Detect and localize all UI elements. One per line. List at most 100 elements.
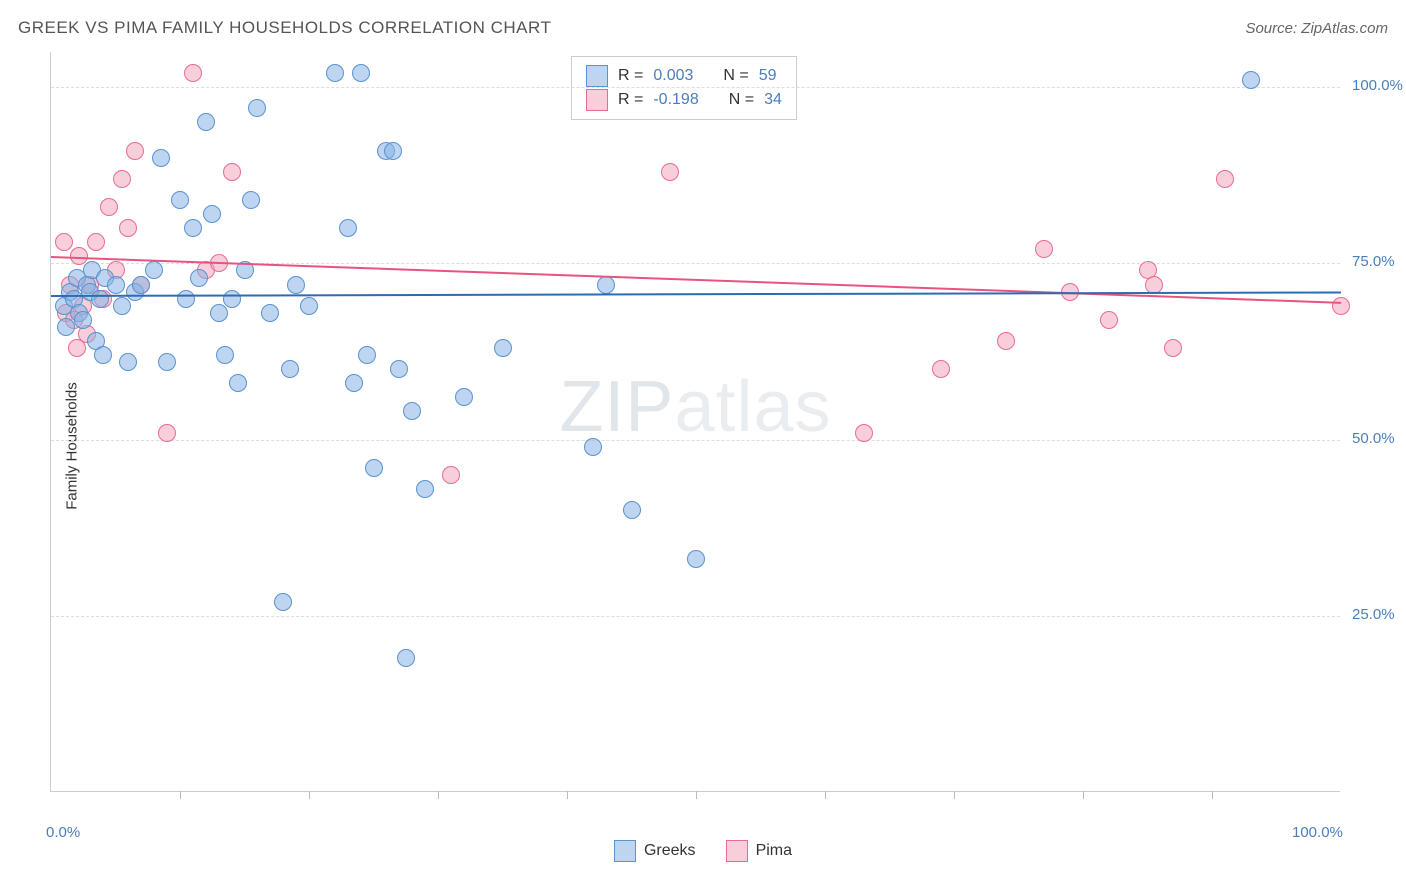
greeks-point	[177, 290, 195, 308]
greeks-point	[358, 346, 376, 364]
legend-label: Pima	[756, 842, 792, 860]
greeks-point	[184, 219, 202, 237]
n-value: 59	[759, 67, 777, 85]
pima-point	[1332, 297, 1350, 315]
greeks-point	[210, 304, 228, 322]
greeks-point	[1242, 71, 1260, 89]
gridline	[51, 440, 1340, 441]
watermark-thin: atlas	[674, 367, 831, 447]
pima-swatch	[586, 89, 608, 111]
pima-swatch	[726, 840, 748, 862]
x-tick	[1083, 791, 1084, 799]
greeks-point	[300, 297, 318, 315]
greeks-point	[261, 304, 279, 322]
greeks-point	[216, 346, 234, 364]
pima-point	[997, 332, 1015, 350]
pima-point	[1164, 339, 1182, 357]
greeks-point	[197, 113, 215, 131]
greeks-point	[274, 593, 292, 611]
pima-point	[1100, 311, 1118, 329]
r-label: R =	[618, 67, 643, 85]
r-value: 0.003	[653, 67, 693, 85]
greeks-swatch	[614, 840, 636, 862]
greeks-point	[229, 374, 247, 392]
legend-label: Greeks	[644, 842, 696, 860]
pima-point	[1145, 276, 1163, 294]
n-label: N =	[729, 91, 754, 109]
y-tick-label: 75.0%	[1352, 253, 1395, 270]
greeks-point	[223, 290, 241, 308]
x-tick	[567, 791, 568, 799]
x-tick	[954, 791, 955, 799]
greeks-point	[287, 276, 305, 294]
pima-point	[442, 466, 460, 484]
greeks-point	[455, 388, 473, 406]
greeks-point	[397, 649, 415, 667]
y-tick-label: 50.0%	[1352, 430, 1395, 447]
x-tick-label: 0.0%	[46, 824, 80, 841]
legend-item-greeks: Greeks	[614, 840, 696, 862]
greeks-point	[494, 339, 512, 357]
greeks-point	[91, 290, 109, 308]
pima-point	[1035, 240, 1053, 258]
x-tick	[309, 791, 310, 799]
n-value: 34	[764, 91, 782, 109]
pima-point	[661, 163, 679, 181]
greeks-point	[352, 64, 370, 82]
greeks-point	[365, 459, 383, 477]
greeks-point	[623, 501, 641, 519]
legend-item-pima: Pima	[726, 840, 792, 862]
pima-point	[1216, 170, 1234, 188]
pima-point	[87, 233, 105, 251]
greeks-point	[113, 297, 131, 315]
x-tick	[180, 791, 181, 799]
pima-point	[184, 64, 202, 82]
x-tick	[825, 791, 826, 799]
greeks-point	[57, 318, 75, 336]
pima-point	[855, 424, 873, 442]
greeks-swatch	[586, 65, 608, 87]
greeks-point	[158, 353, 176, 371]
x-tick-label: 100.0%	[1292, 824, 1343, 841]
x-tick	[438, 791, 439, 799]
y-tick-label: 25.0%	[1352, 606, 1395, 623]
n-label: N =	[723, 67, 748, 85]
greeks-point	[94, 346, 112, 364]
greeks-point	[248, 99, 266, 117]
pima-point	[55, 233, 73, 251]
pima-point	[932, 360, 950, 378]
pima-point	[100, 198, 118, 216]
greeks-point	[403, 402, 421, 420]
greeks-point	[687, 550, 705, 568]
greeks-point	[345, 374, 363, 392]
pima-point	[113, 170, 131, 188]
r-label: R =	[618, 91, 643, 109]
greeks-point	[107, 276, 125, 294]
series-legend: Greeks Pima	[614, 840, 792, 862]
scatter-plot-area: ZIPatlas R = 0.003 N = 59 R = -0.198 N = 34	[50, 52, 1340, 792]
greeks-point	[597, 276, 615, 294]
greeks-point	[171, 191, 189, 209]
greeks-point	[339, 219, 357, 237]
gridline	[51, 616, 1340, 617]
greeks-point	[74, 311, 92, 329]
watermark-bold: ZIP	[559, 367, 674, 447]
watermark: ZIPatlas	[559, 366, 831, 448]
pima-point	[158, 424, 176, 442]
x-tick	[1212, 791, 1213, 799]
greeks-point	[132, 276, 150, 294]
gridline	[51, 87, 1340, 88]
greeks-point	[242, 191, 260, 209]
greeks-point	[390, 360, 408, 378]
greeks-point	[190, 269, 208, 287]
stat-row: R = -0.198 N = 34	[586, 89, 782, 111]
r-value: -0.198	[653, 91, 698, 109]
greeks-point	[384, 142, 402, 160]
greeks-point	[152, 149, 170, 167]
greeks-point	[416, 480, 434, 498]
greeks-point	[281, 360, 299, 378]
greeks-point	[119, 353, 137, 371]
greeks-point	[145, 261, 163, 279]
greeks-point	[203, 205, 221, 223]
pima-point	[223, 163, 241, 181]
